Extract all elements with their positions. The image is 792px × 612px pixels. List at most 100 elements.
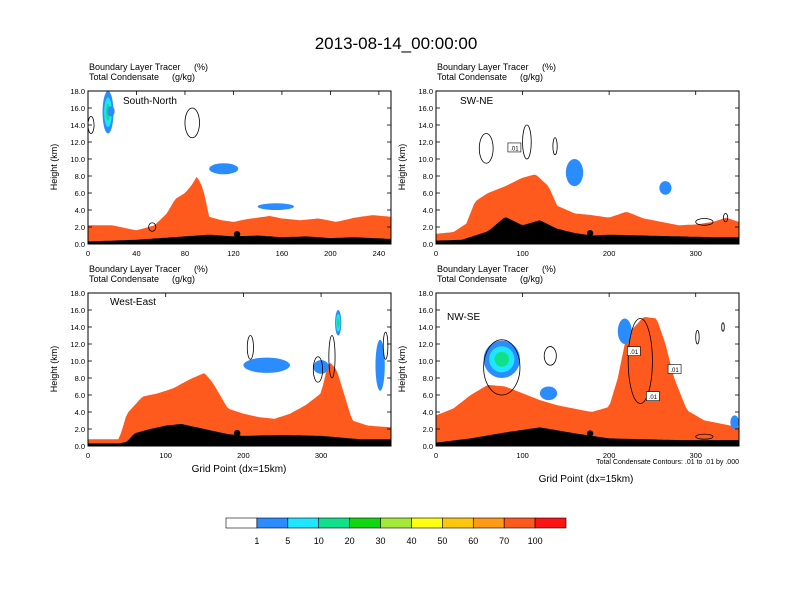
y-tick-label: 0.0	[423, 442, 433, 451]
y-axis-label: Height (km)	[49, 346, 59, 393]
field-label-1: Boundary Layer Tracer	[89, 62, 181, 72]
colorbar-label: 10	[314, 536, 324, 546]
y-tick-label: 12.0	[70, 138, 85, 147]
x-tick-label: 200	[324, 249, 337, 258]
plot-area: .01 .01 .01	[436, 317, 739, 446]
y-tick-label: 0.0	[75, 240, 85, 249]
plot-frame	[87, 292, 392, 447]
y-tick-label: 16.0	[70, 104, 85, 113]
y-tick-label: 6.0	[423, 391, 433, 400]
terrain	[436, 427, 739, 446]
colorbar-swatch	[225, 517, 258, 529]
x-tick-label: 200	[237, 451, 250, 460]
y-tick-label: 6.0	[75, 189, 85, 198]
field-label-2: Total Condensate	[437, 274, 507, 284]
plot-frame	[87, 90, 392, 245]
x-tick-label: 200	[603, 249, 616, 258]
y-tick-label: 0.0	[423, 240, 433, 249]
field-unit-2: (g/kg)	[172, 72, 195, 82]
colorbar-swatch	[349, 517, 381, 529]
field-unit-1: (%)	[194, 264, 208, 274]
condensate-contour	[522, 124, 532, 160]
contour-label: .01	[667, 364, 682, 374]
cloud-tracer-blob	[313, 360, 329, 374]
cloud-tracer-blob	[539, 386, 558, 401]
y-tick-label: 8.0	[423, 172, 433, 181]
y-tick-label: 18.0	[418, 87, 433, 96]
x-tick-label: 100	[516, 451, 529, 460]
y-axis-label: Height (km)	[397, 346, 407, 393]
y-tick-label: 2.0	[75, 425, 85, 434]
x-tick-label: 240	[373, 249, 386, 258]
y-tick-label: 14.0	[70, 121, 85, 130]
x-tick-label: 160	[276, 249, 289, 258]
contour-label: .01	[646, 391, 660, 401]
x-tick-label: 40	[132, 249, 140, 258]
condensate-contour	[627, 318, 653, 404]
panel-nw-se: Boundary Layer Tracer (%) Total Condensa…	[397, 264, 740, 485]
cloud-tracer-blob	[617, 318, 632, 344]
colorbar: 1 5 10 20 30 40 50 60 70 100	[225, 517, 567, 546]
condensate-contour	[328, 335, 336, 379]
location-marker	[233, 231, 241, 238]
tracer-band-9	[88, 176, 391, 242]
condensate-contour	[148, 222, 157, 232]
colorbar-label: 1	[254, 536, 259, 546]
axis-ticks: 0.0 2.0 4.0 6.0 8.0 10.0 12.0 14.0 16.0 18.0 0 100 2…	[418, 289, 739, 460]
plot-frame	[435, 292, 740, 447]
x-tick-label: 100	[159, 451, 172, 460]
cloud-tracer-blob	[743, 190, 753, 204]
field-unit-1: (%)	[542, 264, 556, 274]
y-tick-label: 18.0	[70, 289, 85, 298]
y-tick-label: 12.0	[70, 340, 85, 349]
terrain	[436, 217, 739, 244]
plot-area: .01	[436, 124, 753, 244]
y-tick-label: 14.0	[418, 323, 433, 332]
field-label-1: Boundary Layer Tracer	[89, 264, 181, 274]
terrain	[88, 234, 391, 244]
cloud-tracer-blob	[209, 163, 239, 175]
contour-label: .01	[627, 346, 641, 356]
x-tick-label: 100	[516, 249, 529, 258]
contour-label: .01	[507, 142, 522, 152]
cloud-tracer-blob	[375, 339, 385, 391]
condensate-contour	[695, 433, 714, 440]
y-tick-label: 4.0	[423, 408, 433, 417]
panel-west-east: Boundary Layer Tracer (%) Total Condensa…	[49, 264, 392, 475]
plot-area	[88, 310, 391, 446]
cloud-tracer-blob	[257, 203, 295, 210]
cloud-tracer-blob	[243, 357, 290, 373]
condensate-contour	[88, 116, 95, 134]
condensate-contour	[246, 335, 254, 360]
svg-text:.01: .01	[510, 146, 519, 152]
plot-frame	[435, 90, 740, 245]
panel-label: NW-SE	[447, 312, 480, 323]
y-tick-label: 14.0	[418, 121, 433, 130]
y-tick-label: 4.0	[75, 408, 85, 417]
x-tick-label: 300	[689, 451, 702, 460]
colorbar-swatch	[318, 517, 350, 529]
svg-text:.01: .01	[670, 368, 679, 374]
y-tick-label: 4.0	[75, 206, 85, 215]
x-tick-label: 0	[434, 451, 438, 460]
x-tick-label: 120	[227, 249, 240, 258]
cloud-tracer-blob	[565, 159, 584, 187]
cloud-tracer-blob	[659, 181, 672, 195]
condensate-contour	[382, 331, 389, 360]
svg-text:.01: .01	[630, 350, 639, 356]
field-label-2: Total Condensate	[89, 274, 159, 284]
cloud-tracer-blob	[494, 351, 510, 367]
colorbar-swatch	[534, 517, 567, 529]
location-marker	[586, 430, 594, 437]
y-tick-label: 16.0	[418, 306, 433, 315]
axis-ticks: 0.0 2.0 4.0 6.0 8.0 10.0 12.0 14.0 16.0 18.0 0 100 2…	[418, 87, 739, 258]
colorbar-label: 100	[528, 536, 543, 546]
condensate-contour	[483, 339, 521, 396]
y-tick-label: 8.0	[75, 374, 85, 383]
axis-ticks: 0.0 2.0 4.0 6.0 8.0 10.0 12.0 14.0 16.0 18.0 0 100 2…	[70, 289, 391, 460]
colorbar-swatch	[442, 517, 474, 529]
y-tick-label: 12.0	[418, 340, 433, 349]
condensate-contour	[723, 213, 729, 223]
panel-sw-ne: Boundary Layer Tracer (%) Total Condensa…	[397, 62, 753, 258]
